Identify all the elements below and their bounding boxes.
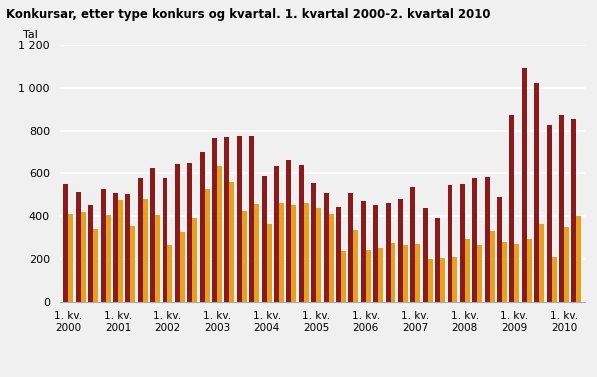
Bar: [168, 245, 173, 302]
Bar: [515, 244, 519, 302]
Text: Tal: Tal: [23, 30, 38, 40]
Bar: [250, 136, 254, 302]
Bar: [212, 138, 217, 302]
Bar: [497, 197, 502, 302]
Bar: [485, 176, 490, 302]
Bar: [69, 214, 73, 302]
Bar: [423, 208, 427, 302]
Bar: [472, 178, 477, 302]
Bar: [341, 251, 346, 302]
Bar: [180, 232, 185, 302]
Bar: [490, 231, 494, 302]
Bar: [564, 227, 569, 302]
Bar: [200, 152, 205, 302]
Bar: [571, 119, 576, 302]
Bar: [366, 250, 371, 302]
Bar: [279, 203, 284, 302]
Bar: [522, 68, 527, 302]
Bar: [88, 205, 93, 302]
Bar: [403, 245, 408, 302]
Bar: [502, 242, 507, 302]
Bar: [93, 229, 98, 302]
Legend: Føretakskonkursar, Einskildpersonføretak inkl. personlege konkursar: Føretakskonkursar, Einskildpersonføretak…: [108, 375, 537, 377]
Bar: [353, 230, 358, 302]
Bar: [316, 208, 321, 302]
Bar: [349, 193, 353, 302]
Bar: [175, 164, 180, 302]
Bar: [274, 166, 279, 302]
Bar: [328, 214, 334, 302]
Bar: [192, 218, 197, 302]
Bar: [130, 226, 136, 302]
Bar: [435, 218, 440, 302]
Bar: [416, 244, 420, 302]
Bar: [299, 165, 304, 302]
Bar: [261, 176, 267, 302]
Bar: [398, 199, 403, 302]
Bar: [267, 224, 272, 302]
Bar: [237, 136, 242, 302]
Bar: [552, 257, 556, 302]
Bar: [440, 258, 445, 302]
Bar: [373, 205, 378, 302]
Bar: [477, 245, 482, 302]
Bar: [106, 215, 110, 302]
Bar: [559, 115, 564, 302]
Bar: [143, 199, 147, 302]
Bar: [378, 248, 383, 302]
Bar: [386, 203, 390, 302]
Bar: [205, 189, 210, 302]
Bar: [242, 211, 247, 302]
Bar: [187, 163, 192, 302]
Bar: [311, 183, 316, 302]
Bar: [162, 178, 168, 302]
Bar: [410, 187, 416, 302]
Bar: [100, 189, 106, 302]
Text: Konkursar, etter type konkurs og kvartal. 1. kvartal 2000-2. kvartal 2010: Konkursar, etter type konkurs og kvartal…: [6, 8, 491, 20]
Bar: [76, 192, 81, 302]
Bar: [539, 224, 544, 302]
Bar: [460, 184, 465, 302]
Bar: [534, 83, 539, 302]
Bar: [427, 259, 433, 302]
Bar: [453, 257, 457, 302]
Bar: [229, 182, 235, 302]
Bar: [304, 203, 309, 302]
Bar: [509, 115, 515, 302]
Bar: [448, 185, 453, 302]
Bar: [217, 166, 222, 302]
Bar: [576, 216, 581, 302]
Bar: [547, 126, 552, 302]
Bar: [361, 201, 366, 302]
Bar: [113, 193, 118, 302]
Bar: [224, 137, 229, 302]
Bar: [465, 239, 470, 302]
Bar: [324, 193, 328, 302]
Bar: [118, 200, 123, 302]
Bar: [287, 159, 291, 302]
Bar: [125, 194, 130, 302]
Bar: [254, 204, 259, 302]
Bar: [390, 243, 395, 302]
Bar: [63, 184, 69, 302]
Bar: [150, 168, 155, 302]
Bar: [81, 212, 86, 302]
Bar: [527, 239, 532, 302]
Bar: [138, 178, 143, 302]
Bar: [336, 207, 341, 302]
Bar: [291, 205, 296, 302]
Bar: [155, 215, 160, 302]
